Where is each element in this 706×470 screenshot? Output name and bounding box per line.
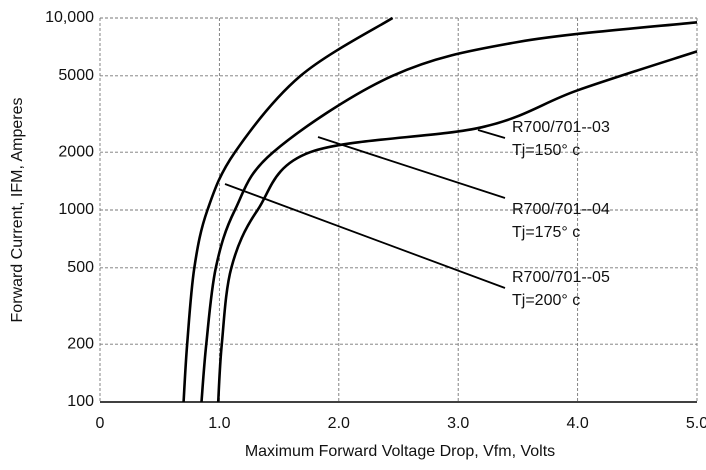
leader-line xyxy=(317,136,506,199)
curve-label: R700/701--05 xyxy=(512,269,610,286)
curve-label: R700/701--03 xyxy=(512,119,610,136)
y-tick-label: 5000 xyxy=(58,67,94,84)
y-tick-label: 500 xyxy=(67,259,94,276)
y-tick-label: 100 xyxy=(67,393,94,410)
leader-line xyxy=(224,183,506,289)
curve xyxy=(216,50,698,403)
y-tick-label: 10,000 xyxy=(45,9,94,26)
leader-line xyxy=(477,129,506,139)
y-tick-label: 1000 xyxy=(58,201,94,218)
curve-note: Tj=175° c xyxy=(512,224,580,241)
x-axis-label: Maximum Forward Voltage Drop, Vfm, Volts xyxy=(245,443,555,460)
x-tick-label: 4.0 xyxy=(566,415,588,432)
x-tick-label: 5.0 xyxy=(686,415,706,432)
curve xyxy=(200,20,698,403)
curve-label: R700/701--04 xyxy=(512,201,610,218)
curve-note: Tj=150° c xyxy=(512,142,580,159)
y-tick-label: 2000 xyxy=(58,143,94,160)
y-tick-label: 200 xyxy=(67,335,94,352)
x-tick-label: 3.0 xyxy=(447,415,469,432)
x-tick-label: 2.0 xyxy=(328,415,350,432)
curve-note: Tj=200° c xyxy=(512,292,580,309)
x-tick-label: 0 xyxy=(96,415,105,432)
curve xyxy=(182,16,394,403)
x-tick-label: 1.0 xyxy=(208,415,230,432)
y-axis-label: Forward Current, IFM, Amperes xyxy=(9,98,26,323)
